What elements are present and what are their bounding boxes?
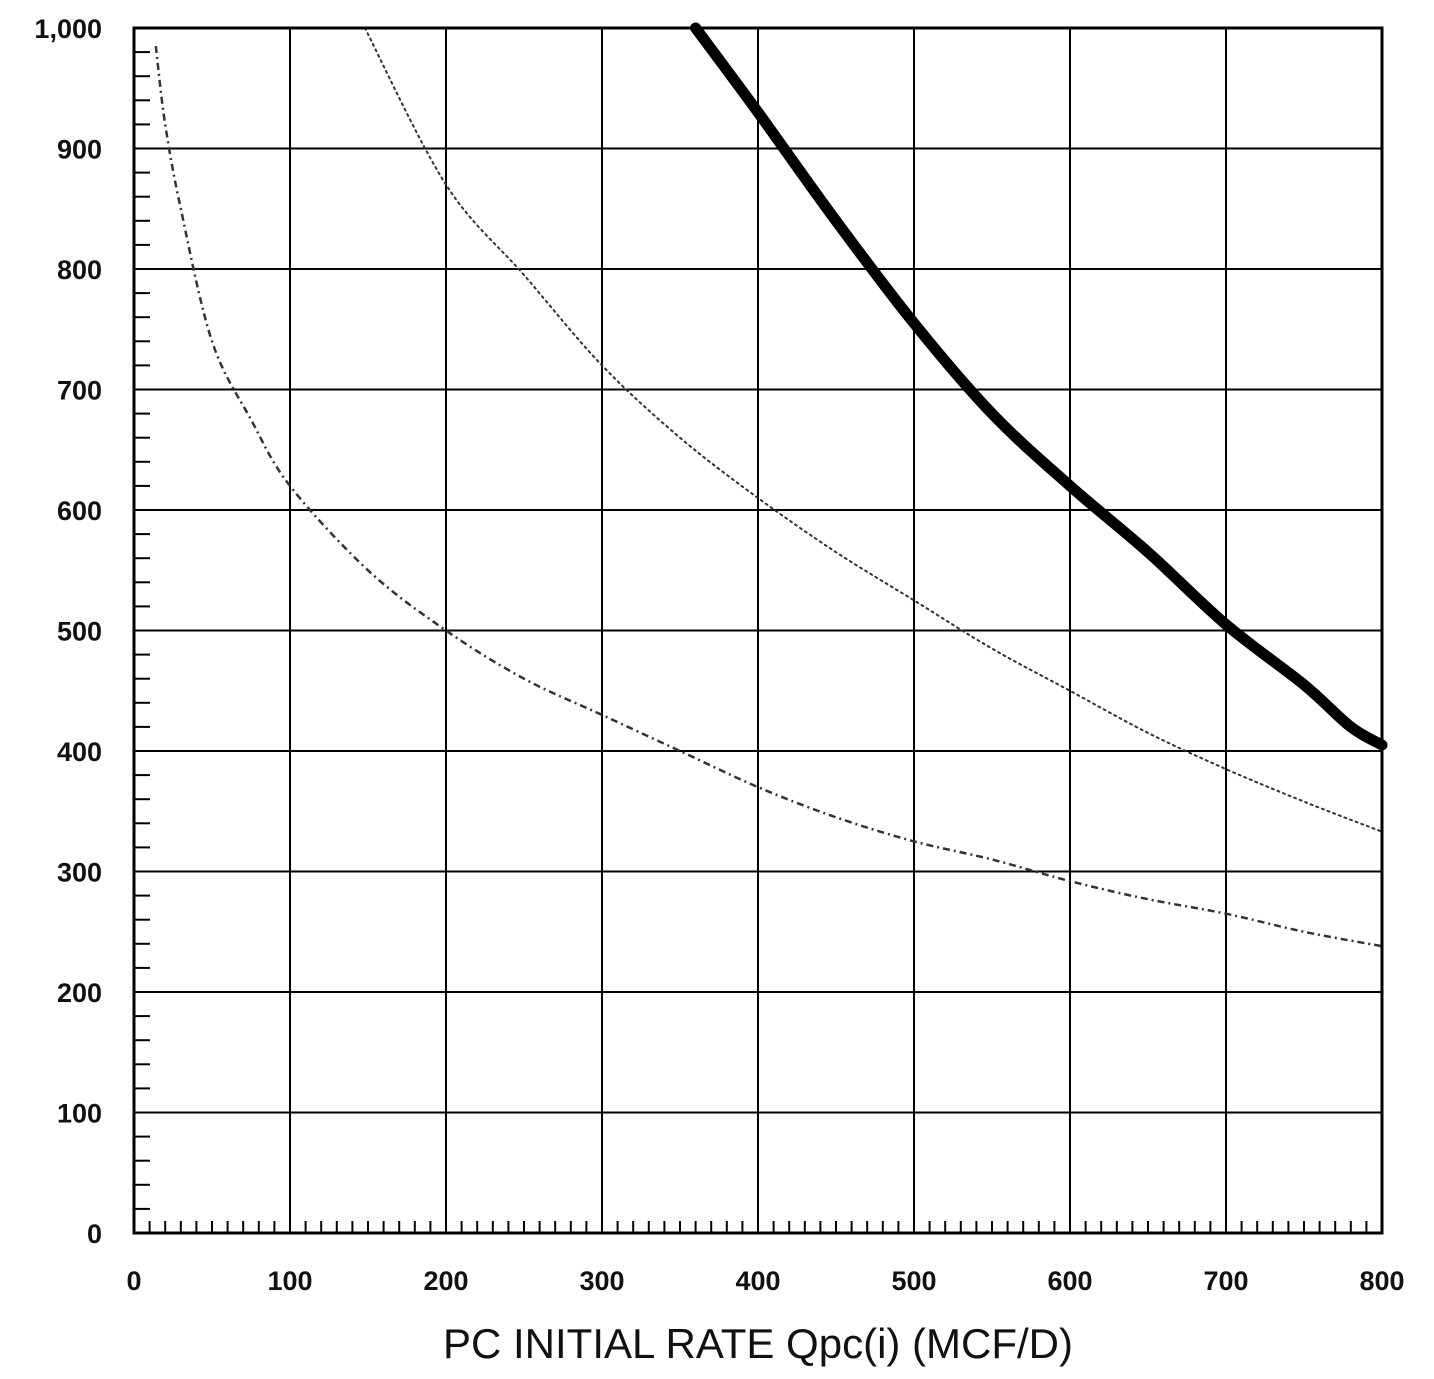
x-tick-labels: 0 100 200 300 400 500 600 700 800 bbox=[126, 1266, 1404, 1296]
x-axis-title: PC INITIAL RATE Qpc(i) (MCF/D) bbox=[443, 1320, 1073, 1367]
x-tick-label: 100 bbox=[267, 1266, 312, 1296]
y-tick-label: 100 bbox=[57, 1099, 102, 1129]
y-tick-label: 600 bbox=[57, 496, 102, 526]
x-tick-label: 400 bbox=[735, 1266, 780, 1296]
x-tick-label: 0 bbox=[126, 1266, 141, 1296]
y-tick-label: 400 bbox=[57, 737, 102, 767]
y-tick-label: 800 bbox=[57, 255, 102, 285]
y-tick-label: 200 bbox=[57, 978, 102, 1008]
y-tick-label: 1,000 bbox=[34, 14, 102, 44]
y-tick-label: 900 bbox=[57, 135, 102, 165]
y-tick-label: 500 bbox=[57, 617, 102, 647]
y-tick-labels: 0 100 200 300 400 500 600 700 800 900 1,000 bbox=[34, 14, 102, 1249]
x-tick-label: 600 bbox=[1047, 1266, 1092, 1296]
x-tick-label: 300 bbox=[579, 1266, 624, 1296]
y-tick-label: 300 bbox=[57, 858, 102, 888]
x-tick-label: 500 bbox=[891, 1266, 936, 1296]
x-tick-label: 800 bbox=[1359, 1266, 1404, 1296]
x-tick-label: 200 bbox=[423, 1266, 468, 1296]
x-tick-label: 700 bbox=[1203, 1266, 1248, 1296]
y-tick-label: 0 bbox=[87, 1219, 102, 1249]
y-tick-label: 700 bbox=[57, 376, 102, 406]
